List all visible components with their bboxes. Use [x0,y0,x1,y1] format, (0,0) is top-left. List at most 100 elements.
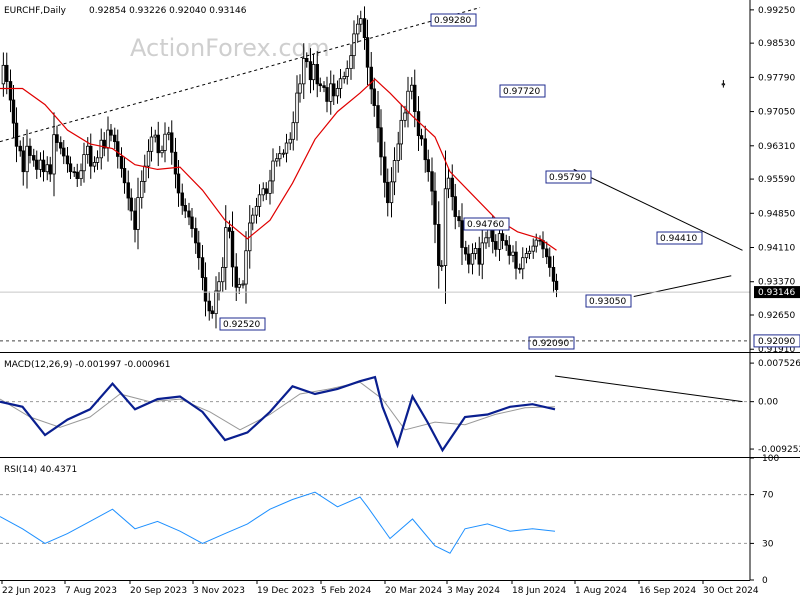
candle-body [413,84,417,112]
candle-body [362,18,367,39]
current-price-value: 0.93146 [758,288,795,298]
macd-signal-line [0,381,556,431]
candle-body [257,194,262,207]
candle-body [254,205,259,216]
candle-body [99,139,103,159]
annotation-label-3: 0.97720 [503,87,540,97]
annotation-label-5: 0.92090 [532,339,569,349]
candle-body [72,171,76,174]
candle-body [419,135,424,140]
candle-body [527,250,532,254]
candle-body [89,145,93,167]
candle-body [325,87,329,102]
candle-body [264,188,268,194]
candle-body [278,153,282,160]
price-tick-label-4: 0.96310 [758,142,795,152]
candle-body [146,150,151,167]
candle-body [342,76,346,80]
x-tick-label-11: 30 Oct 2024 [703,586,759,596]
annotation-box-5 [528,336,575,350]
price-tick-label-3: 0.97050 [758,108,795,118]
candle-body [241,283,245,286]
candle-body [122,168,127,184]
candle-body [453,196,457,217]
x-tick-label-6: 20 Mar 2024 [385,586,442,596]
candle-body [244,250,248,285]
candle-body [507,244,511,256]
candle-body [21,150,25,173]
candle-body [119,156,124,169]
candle-body [534,239,538,247]
candle-body [126,182,130,199]
annotation-label-4: 0.95790 [549,173,586,183]
annotation-box-7 [656,231,703,245]
moving-average-line [0,78,557,251]
candle-body [531,245,535,252]
candle-body [79,170,83,180]
candle-body [167,132,171,135]
candle-body [224,227,228,268]
macd-title: MACD(12,26,9) -0.001997 -0.000961 [4,360,170,370]
x-tick-label-10: 16 Sep 2024 [639,586,696,596]
candle-body [183,205,187,212]
x-tick-label-8: 18 Jun 2024 [512,586,566,596]
candle-body [416,111,421,137]
candle-body [251,214,255,224]
candle-body [136,197,140,230]
watermark: ActionForex.com [130,34,330,62]
candle-body [275,158,279,162]
candle-body [187,210,191,218]
candle-body [8,81,13,101]
macd-tick-label-0: 0.007526 [758,359,800,369]
candle-body [484,237,488,244]
triangle-lower-line [633,275,732,298]
candle-body [477,248,481,265]
price-tick-label-6: 0.94850 [758,209,795,219]
candle-body [433,190,437,225]
candle-body [170,132,174,153]
candle-body [207,300,211,312]
chart-header-ohlc: 0.92854 0.93226 0.92040 0.93146 [89,6,247,16]
candle-body [426,159,430,173]
candle-body [352,33,356,57]
candle-body [92,162,97,167]
candle-body [480,242,484,265]
price-tick-label-1: 0.98530 [758,39,795,49]
candle-body [473,248,478,254]
price-panel: EURCHF,Daily 0.92854 0.93226 0.92040 0.9… [0,6,800,355]
candle-body [284,142,289,154]
candle-body [268,180,272,194]
annotation-box-6 [585,294,632,308]
candle-body [403,112,407,121]
candle-body [369,66,373,90]
price-tick-label-8: 0.93370 [758,278,795,288]
candle-body [129,197,133,212]
candle-body [291,122,295,140]
candle-body [160,150,164,154]
candle-body [443,188,448,266]
candle-body [322,85,326,88]
candle-body [116,141,120,157]
candle-body [386,181,390,204]
price-tick-label-0: 0.99250 [758,6,795,16]
annotation-label-0: 0.92520 [223,320,260,330]
price-tick-label-2: 0.97790 [758,73,795,83]
macd-line [0,375,556,453]
candle-body [180,192,184,206]
candle-body [500,233,505,241]
candle-body [497,233,502,250]
candle-body [143,165,147,182]
candle-body [399,119,403,145]
annotation-box-2 [463,217,510,231]
candle-body [281,152,286,155]
annotation-box-3 [499,84,546,98]
candle-body [518,267,522,270]
rsi-tick-label-3: 0 [762,576,768,586]
candle-body [227,227,232,232]
candle-body [176,173,181,194]
candle-body [504,240,508,246]
candle-body [305,58,309,63]
candle-body [230,230,235,268]
candle-body [38,159,43,170]
candle-body [203,277,208,302]
